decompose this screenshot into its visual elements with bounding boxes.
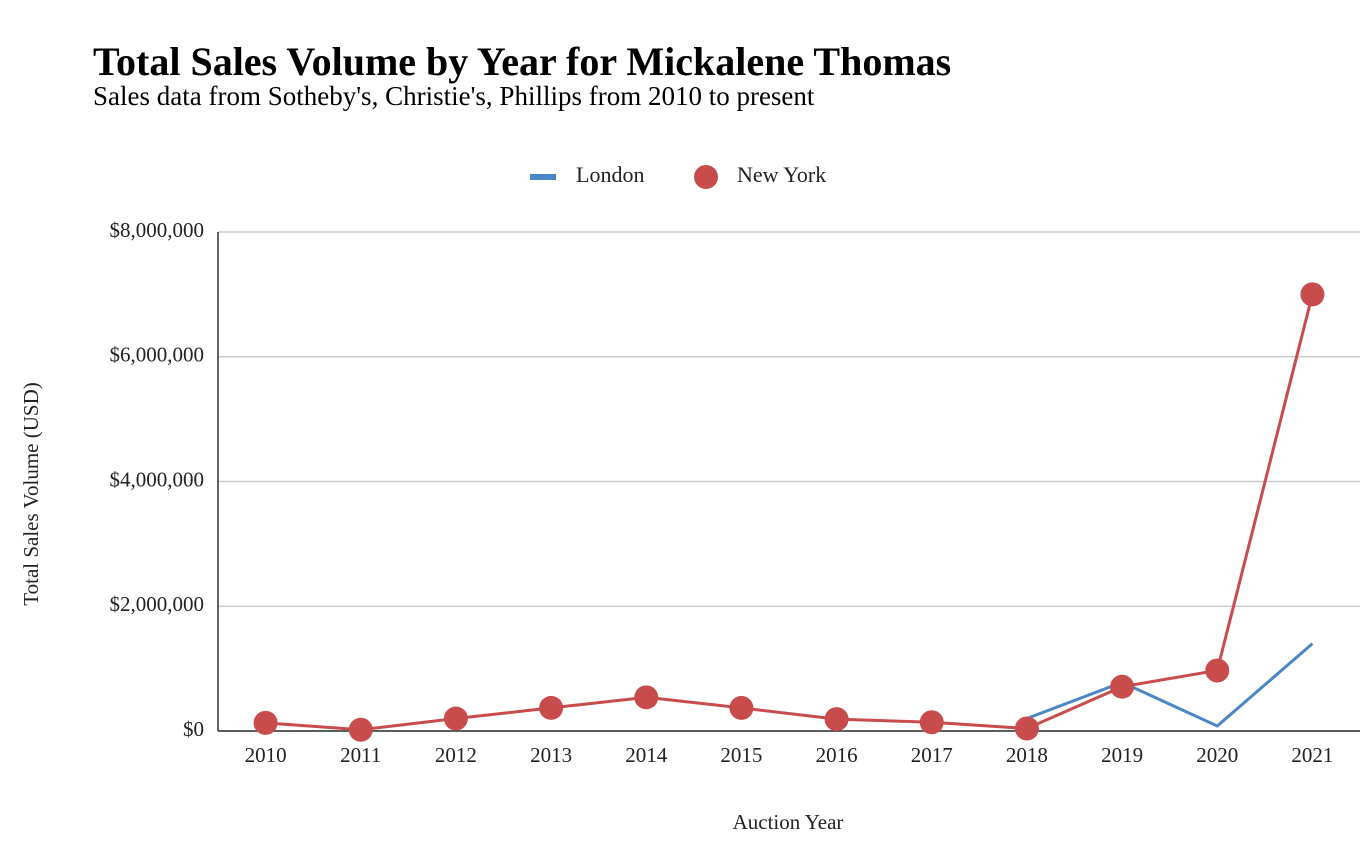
point bbox=[348, 717, 373, 742]
x-tick-label: 2010 bbox=[245, 743, 287, 767]
point bbox=[253, 710, 278, 735]
x-tick-label: 2019 bbox=[1101, 743, 1143, 767]
series-line bbox=[1026, 642, 1314, 728]
series-line bbox=[265, 294, 1314, 732]
y-tick-label: $8,000,000 bbox=[110, 218, 205, 242]
point bbox=[1205, 658, 1230, 683]
chart-title: Total Sales Volume by Year for Mickalene… bbox=[93, 39, 951, 84]
y-tick-label: $2,000,000 bbox=[110, 592, 205, 616]
point bbox=[1300, 282, 1325, 307]
x-tick-label: 2020 bbox=[1196, 743, 1238, 767]
x-tick-label: 2015 bbox=[720, 743, 762, 767]
point bbox=[824, 707, 849, 732]
point bbox=[443, 706, 468, 731]
x-tick-label: 2011 bbox=[340, 743, 381, 767]
x-axis-title: Auction Year bbox=[733, 810, 844, 834]
x-tick-label: 2014 bbox=[625, 743, 668, 767]
point bbox=[1110, 674, 1135, 699]
x-tick-label: 2013 bbox=[530, 743, 572, 767]
point bbox=[919, 710, 944, 735]
x-tick-label: 2012 bbox=[435, 743, 477, 767]
point bbox=[634, 685, 659, 710]
point bbox=[539, 695, 564, 720]
x-tick-label: 2018 bbox=[1006, 743, 1048, 767]
legend-marker bbox=[530, 174, 556, 180]
y-axis-title: Total Sales Volume (USD) bbox=[19, 382, 43, 606]
legend-marker bbox=[694, 165, 718, 189]
y-tick-label: $4,000,000 bbox=[110, 467, 205, 491]
y-tick-label: $6,000,000 bbox=[110, 343, 205, 367]
legend-label: London bbox=[576, 162, 644, 187]
legend-label: New York bbox=[737, 162, 826, 187]
x-tick-label: 2017 bbox=[911, 743, 953, 767]
x-tick-label: 2016 bbox=[816, 743, 858, 767]
y-tick-label: $0 bbox=[183, 717, 204, 741]
chart-subtitle: Sales data from Sotheby's, Christie's, P… bbox=[93, 81, 815, 111]
point bbox=[1014, 716, 1039, 741]
point bbox=[729, 695, 754, 720]
x-tick-label: 2021 bbox=[1291, 743, 1333, 767]
